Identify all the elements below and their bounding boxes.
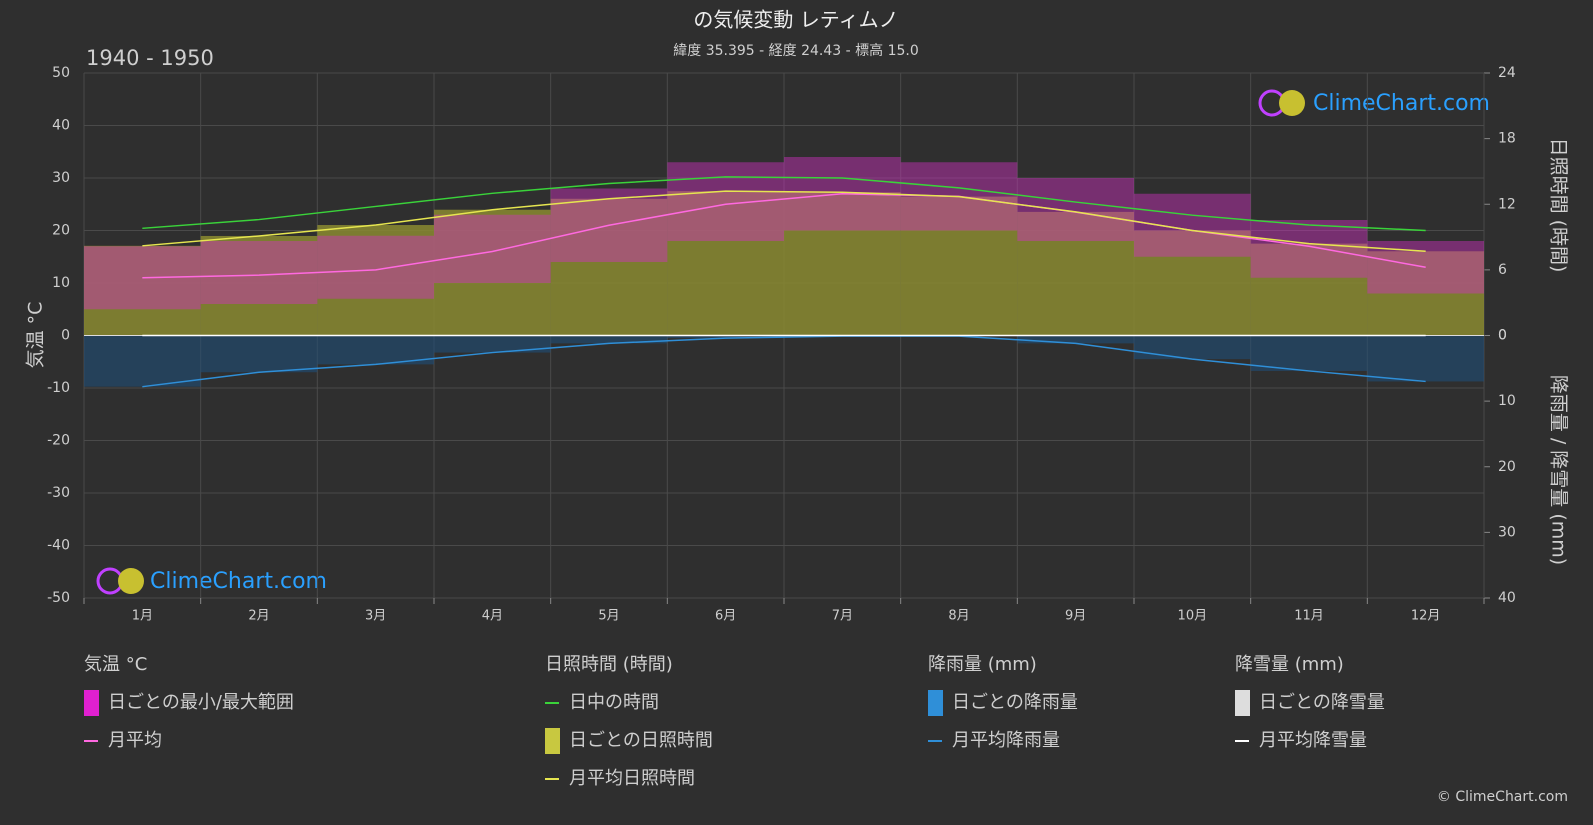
watermark: ClimeChart.com	[150, 569, 327, 594]
temp-range	[1017, 178, 1134, 241]
period: 1940 - 1950	[86, 46, 214, 70]
y-tick-label: 50	[52, 65, 70, 81]
sunshine-bar	[667, 191, 784, 336]
x-tick-label: 11月	[1294, 609, 1324, 624]
legend-title: 降雪量 (mm)	[1235, 654, 1344, 675]
sunshine-line	[142, 190, 1426, 253]
y3-tick-label: 20	[1498, 459, 1516, 475]
legend-label: 日ごとの降雪量	[1259, 692, 1385, 713]
temp-range	[317, 235, 434, 299]
temp-range	[200, 241, 318, 304]
temp-range	[434, 214, 551, 283]
legend-swatch	[84, 690, 99, 716]
chart-subtitle: 緯度 35.395 - 経度 24.43 - 標高 15.0	[673, 42, 919, 59]
y-tick-label: 20	[52, 223, 70, 239]
x-tick-label: 6月	[715, 609, 736, 624]
chart-title: の気候変動 レティムノ	[693, 8, 898, 32]
legend-label: 月平均日照時間	[569, 768, 695, 789]
y-tick-label: -10	[47, 380, 70, 396]
x-tick-label: 8月	[948, 609, 969, 624]
watermark: ClimeChart.com	[1313, 91, 1490, 116]
x-tick-label: 10月	[1178, 609, 1208, 624]
logo-bottom: ClimeChart.com	[96, 567, 327, 595]
rain-bar	[667, 335, 784, 339]
sunshine-bar	[200, 235, 318, 336]
legend-swatch	[545, 728, 560, 754]
sunshine-bar	[84, 245, 201, 336]
y-tick-label: 10	[52, 275, 70, 291]
y-tick-label: -20	[47, 433, 70, 449]
x-tick-label: 5月	[598, 609, 619, 624]
y3-tick-label: 40	[1498, 590, 1516, 606]
y2-tick-label: 6	[1498, 262, 1507, 278]
legend-label: 日ごとの最小/最大範囲	[108, 692, 294, 713]
rain-bar	[317, 335, 434, 365]
sunshine-bar	[1367, 251, 1484, 336]
sunshine-bar	[434, 209, 551, 336]
y2-tick-label: 12	[1498, 196, 1516, 212]
rain-bar	[1250, 335, 1368, 371]
x-tick-label: 2月	[248, 609, 269, 624]
legend-title: 日照時間 (時間)	[545, 654, 673, 675]
y3-tick-label: 0	[1498, 328, 1507, 344]
y-axis-label: 気温 °C	[25, 302, 47, 369]
sunshine-bar	[550, 198, 668, 336]
legend-label: 日ごとの降雨量	[952, 692, 1078, 713]
logo-top: ClimeChart.com	[1258, 89, 1490, 117]
sunshine-bar	[1134, 230, 1251, 336]
sunshine-bar	[784, 192, 901, 336]
x-tick-label: 12月	[1411, 609, 1441, 624]
temp-range	[1250, 220, 1368, 278]
y-tick-label: -30	[47, 485, 70, 501]
legend-swatch	[928, 690, 943, 716]
rain-bar	[1134, 335, 1251, 360]
legend-label: 月平均	[108, 730, 162, 751]
rain-bar	[1017, 335, 1134, 344]
rain-line	[142, 335, 1426, 388]
legend-title: 降雨量 (mm)	[928, 654, 1037, 675]
sunshine-bar	[900, 196, 1018, 336]
y-tick-label: 30	[52, 170, 70, 186]
rain-bar	[550, 335, 668, 344]
y2-tick-label: 18	[1498, 131, 1516, 147]
legend-title: 気温 °C	[84, 654, 147, 675]
rain-bar	[434, 335, 551, 353]
rain-bar	[84, 335, 201, 387]
x-tick-label: 3月	[365, 609, 386, 624]
y-tick-label: -50	[47, 590, 70, 606]
legend-label: 日ごとの日照時間	[569, 730, 713, 751]
legend-swatch	[1235, 690, 1250, 716]
daylight-line	[142, 176, 1426, 232]
y2-tick-label: 0	[1498, 328, 1507, 344]
y2-axis-label: 日照時間 (時間)	[1548, 138, 1570, 273]
rain-bar	[200, 335, 318, 373]
y-tick-label: 40	[52, 118, 70, 134]
y3-tick-label: 10	[1498, 393, 1516, 409]
rain-bar	[1367, 335, 1484, 382]
legend-label: 日中の時間	[569, 692, 659, 713]
copyright: © ClimeChart.com	[1437, 789, 1568, 805]
x-tick-label: 4月	[482, 609, 503, 624]
y3-axis-label: 降雨量 / 降雪量 (mm)	[1548, 375, 1570, 565]
sunshine-bar	[317, 225, 434, 336]
y2-tick-label: 24	[1498, 65, 1516, 81]
y-tick-label: 0	[61, 328, 70, 344]
temp-range	[1134, 193, 1251, 257]
sunshine-bar	[1017, 211, 1134, 336]
temp-range	[1367, 241, 1484, 294]
legend-label: 月平均降雨量	[952, 730, 1060, 751]
x-tick-label: 7月	[832, 609, 853, 624]
x-tick-label: 1月	[132, 609, 153, 624]
x-tick-label: 9月	[1065, 609, 1086, 624]
sunshine-bar	[1250, 243, 1368, 336]
temp-range	[667, 162, 784, 241]
y-tick-label: -40	[47, 538, 70, 554]
y3-tick-label: 30	[1498, 524, 1516, 540]
legend-label: 月平均降雪量	[1259, 730, 1367, 751]
